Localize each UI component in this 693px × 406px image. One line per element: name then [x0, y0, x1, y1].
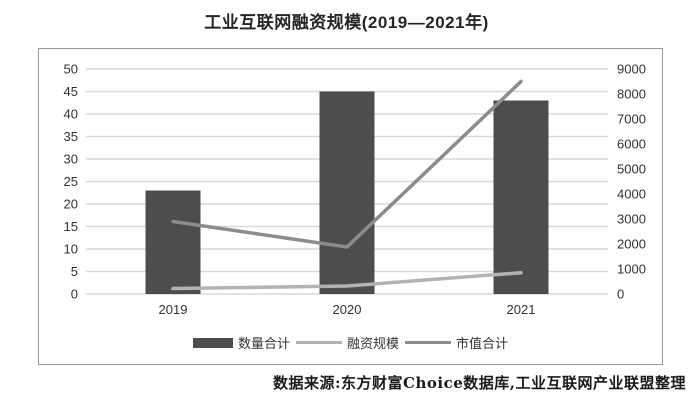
- chart-frame: 0 5 10 15 20 25 30 35 40 45 50 0 1000 2000 3000 4000 500…: [38, 48, 663, 365]
- y-axis-right-tick-label: 5000: [617, 162, 646, 177]
- y-axis-left-tick-label: 25: [64, 174, 78, 189]
- y-axis-left-tick-label: 30: [64, 152, 78, 167]
- chart-legend: 数量合计 融资规模 市值合计: [39, 333, 662, 352]
- x-axis-label: 2020: [333, 302, 362, 317]
- y-axis-right-tick-label: 0: [617, 287, 624, 302]
- line-series-path: [171, 79, 523, 249]
- chart-plot-area: 0 5 10 15 20 25 30 35 40 45 50 0 1000 2000 3000 4000 500…: [64, 62, 646, 318]
- legend-line-swatch: [295, 340, 342, 345]
- y-axis-right-tick-label: 2000: [617, 237, 646, 252]
- y-axis-right-tick-label: 8000: [617, 87, 646, 102]
- y-axis-right-labels: 0 1000 2000 3000 4000 5000 6000 7000 8000 9000: [617, 62, 646, 302]
- y-axis-left-tick-label: 5: [71, 264, 78, 279]
- y-axis-right-tick-label: 6000: [617, 137, 646, 152]
- y-axis-right-tick-label: 4000: [617, 187, 646, 202]
- legend-label: 市值合计: [456, 336, 509, 351]
- legend-bar-swatch: [192, 337, 233, 348]
- y-axis-left-tick-label: 45: [64, 84, 78, 99]
- chart-title: 工业互联网融资规模(2019—2021年): [204, 13, 489, 32]
- y-axis-right-tick-label: 1000: [617, 262, 646, 277]
- line-series-path: [171, 271, 523, 291]
- legend-label: 数量合计: [237, 336, 290, 351]
- bar-2019: [145, 190, 201, 294]
- x-axis-label: 2021: [507, 302, 536, 317]
- legend-item-bar-series: 数量合计: [192, 333, 290, 352]
- y-axis-left-tick-label: 35: [64, 129, 78, 144]
- y-axis-right-tick-label: 3000: [617, 212, 646, 227]
- x-axis-labels: 2019 2020 2021: [159, 302, 536, 317]
- line-series: [171, 79, 523, 291]
- y-axis-right-tick-label: 7000: [617, 112, 646, 127]
- y-axis-left-tick-label: 50: [64, 62, 78, 77]
- x-axis-label: 2019: [159, 302, 188, 317]
- bar-2020: [319, 91, 375, 294]
- bars: [145, 91, 549, 294]
- y-axis-left-labels: 0 5 10 15 20 25 30 35 40 45 50: [64, 62, 78, 302]
- legend-label: 融资规模: [346, 336, 399, 351]
- y-axis-left-tick-label: 10: [64, 242, 78, 257]
- y-axis-left-tick-label: 40: [64, 107, 78, 122]
- y-axis-left-tick-label: 0: [71, 287, 78, 302]
- y-axis-left-tick-label: 15: [64, 219, 78, 234]
- legend-item-line-series-2: 市值合计: [405, 333, 508, 352]
- data-source-note: 数据来源:东方财富Choice数据库,工业互联网产业联盟整理: [273, 374, 686, 392]
- legend-line-swatch: [405, 340, 451, 345]
- y-axis-left-tick-label: 20: [64, 197, 78, 212]
- legend-item-line-series-1: 融资规模: [295, 333, 399, 352]
- bar-2021: [493, 100, 549, 294]
- y-axis-right-tick-label: 9000: [617, 62, 646, 77]
